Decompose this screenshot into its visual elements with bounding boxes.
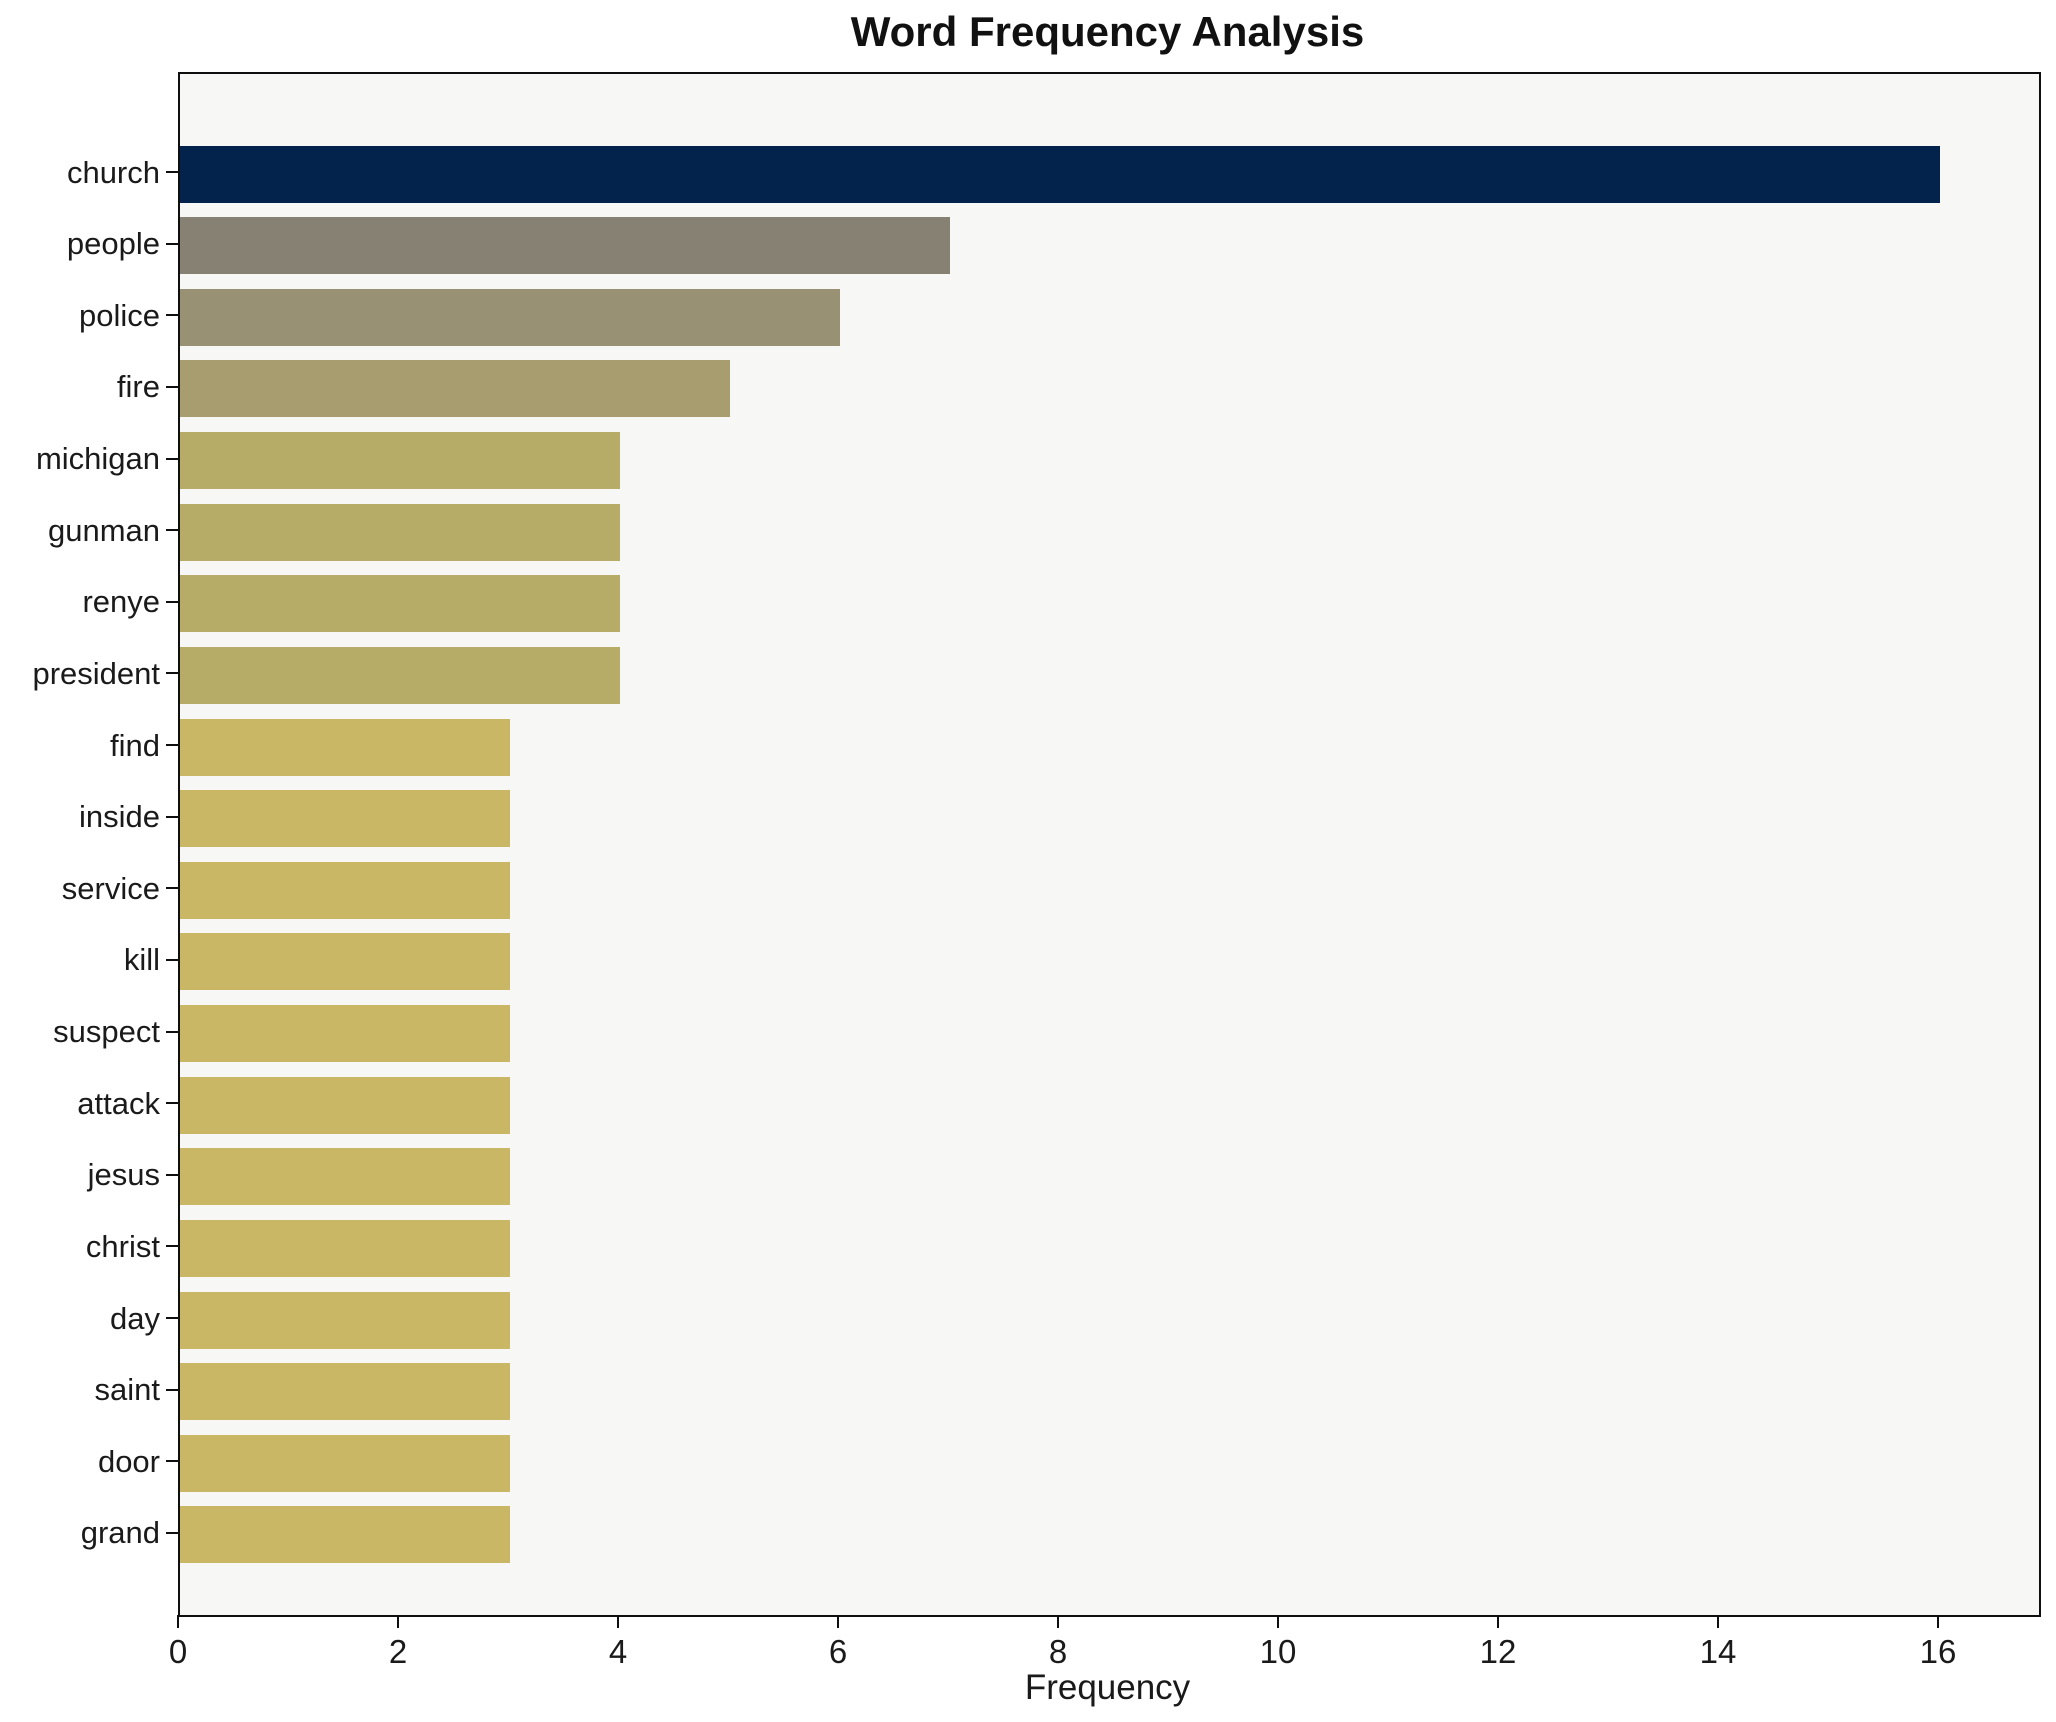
bar-people (180, 217, 950, 275)
bar-michigan (180, 432, 620, 490)
y-tick-mark (166, 242, 178, 245)
bar-service (180, 861, 510, 919)
bar-saint (180, 1363, 510, 1421)
bar-church (180, 145, 1940, 203)
y-tick-mark (166, 958, 178, 961)
y-tick-label-christ: christ (85, 1228, 160, 1264)
y-tick-mark (166, 529, 178, 532)
y-tick-mark (166, 815, 178, 818)
y-tick-mark (166, 1388, 178, 1391)
y-tick-label-church: church (66, 154, 160, 190)
y-tick-label-inside: inside (79, 799, 160, 835)
y-tick-label-fire: fire (116, 369, 160, 405)
x-tick-mark (1717, 1615, 1719, 1628)
x-tick-mark (617, 1615, 619, 1628)
x-tick-mark (397, 1615, 399, 1628)
y-tick-label-jesus: jesus (87, 1157, 160, 1193)
y-tick-label-service: service (61, 870, 160, 906)
bar-renye (180, 575, 620, 633)
chart-title: Word Frequency Analysis (850, 8, 1365, 55)
y-tick-mark (166, 1030, 178, 1033)
x-tick-label-0: 0 (168, 1633, 188, 1670)
x-tick-label-12: 12 (1479, 1633, 1517, 1670)
y-tick-mark (166, 600, 178, 603)
x-tick-mark (1937, 1615, 1939, 1628)
y-tick-mark (166, 1460, 178, 1463)
x-tick-mark (837, 1615, 839, 1628)
x-tick-label-8: 8 (1048, 1633, 1068, 1670)
plot-area (178, 72, 2041, 1617)
x-tick-mark (1497, 1615, 1499, 1628)
y-tick-label-renye: renye (82, 584, 160, 620)
bar-find (180, 718, 510, 776)
y-tick-label-saint: saint (94, 1372, 160, 1408)
x-axis-label: Frequency (1024, 1668, 1191, 1707)
x-tick-label-16: 16 (1919, 1633, 1957, 1670)
y-tick-mark (166, 744, 178, 747)
bar-christ (180, 1219, 510, 1277)
y-tick-mark (166, 1102, 178, 1105)
x-tick-label-2: 2 (388, 1633, 408, 1670)
y-tick-mark (166, 672, 178, 675)
y-tick-mark (166, 1531, 178, 1534)
x-tick-label-10: 10 (1259, 1633, 1297, 1670)
y-tick-label-suspect: suspect (53, 1014, 160, 1050)
y-tick-mark (166, 457, 178, 460)
y-tick-label-grand: grand (80, 1515, 160, 1551)
bar-president (180, 646, 620, 704)
x-tick-mark (1057, 1615, 1059, 1628)
y-tick-mark (166, 1173, 178, 1176)
bar-jesus (180, 1148, 510, 1206)
x-tick-mark (1277, 1615, 1279, 1628)
y-tick-mark (166, 1317, 178, 1320)
x-tick-mark (177, 1615, 179, 1628)
y-tick-label-michigan: michigan (35, 441, 160, 477)
bar-grand (180, 1506, 510, 1564)
bar-door (180, 1434, 510, 1492)
y-tick-label-door: door (97, 1443, 160, 1479)
y-tick-label-president: president (32, 655, 160, 691)
y-tick-label-kill: kill (123, 942, 160, 978)
y-tick-label-people: people (66, 226, 160, 262)
x-tick-label-4: 4 (608, 1633, 628, 1670)
y-tick-mark (166, 385, 178, 388)
y-tick-label-attack: attack (77, 1085, 160, 1121)
y-tick-label-find: find (110, 727, 160, 763)
y-tick-label-police: police (79, 297, 160, 333)
bar-inside (180, 790, 510, 848)
x-tick-label-6: 6 (828, 1633, 848, 1670)
y-tick-mark (166, 171, 178, 173)
bar-police (180, 288, 840, 346)
bar-gunman (180, 503, 620, 561)
y-tick-label-gunman: gunman (47, 512, 160, 548)
bar-kill (180, 933, 510, 991)
bar-fire (180, 360, 730, 418)
bar-day (180, 1291, 510, 1349)
y-tick-label-day: day (110, 1300, 160, 1336)
y-tick-mark (166, 1245, 178, 1248)
y-tick-mark (166, 314, 178, 317)
x-tick-label-14: 14 (1699, 1633, 1737, 1670)
bar-attack (180, 1076, 510, 1134)
bar-suspect (180, 1005, 510, 1063)
y-tick-mark (166, 887, 178, 890)
